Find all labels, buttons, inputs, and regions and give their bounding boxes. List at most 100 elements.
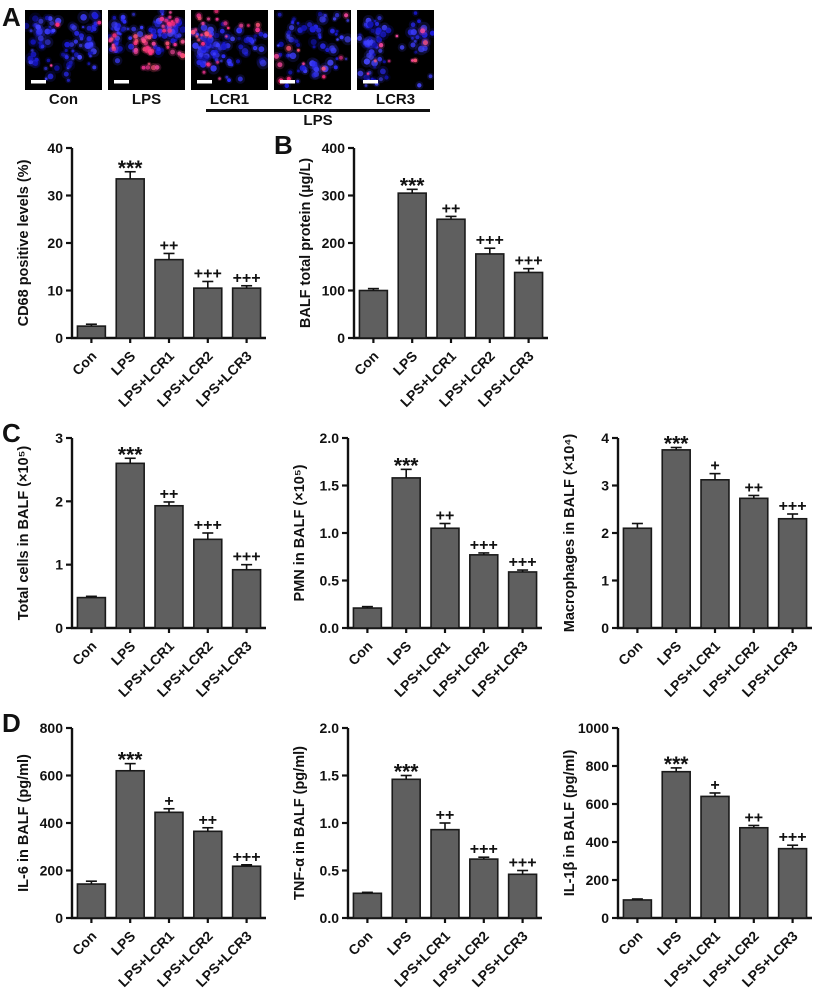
svg-text:0: 0 bbox=[55, 620, 63, 636]
svg-text:++: ++ bbox=[436, 508, 455, 525]
svg-text:0.0: 0.0 bbox=[320, 620, 340, 636]
svg-text:1: 1 bbox=[601, 573, 609, 589]
svg-text:LPS: LPS bbox=[654, 638, 685, 669]
svg-text:Con: Con bbox=[69, 348, 100, 379]
svg-text:+++: +++ bbox=[233, 270, 261, 287]
svg-text:400: 400 bbox=[322, 140, 346, 156]
svg-text:3: 3 bbox=[55, 430, 63, 446]
svg-text:800: 800 bbox=[40, 720, 64, 736]
micrograph-lcr3 bbox=[357, 10, 434, 90]
svg-text:1: 1 bbox=[55, 557, 63, 573]
svg-text:LPS: LPS bbox=[108, 638, 139, 669]
svg-text:IL-6 in BALF (pg/ml): IL-6 in BALF (pg/ml) bbox=[16, 754, 32, 892]
svg-text:1.5: 1.5 bbox=[320, 768, 340, 784]
svg-text:1.0: 1.0 bbox=[320, 815, 340, 831]
svg-text:Con: Con bbox=[69, 638, 100, 669]
svg-text:+: + bbox=[164, 793, 173, 810]
micrograph-row bbox=[25, 10, 434, 90]
svg-text:Con: Con bbox=[69, 928, 100, 959]
svg-text:1000: 1000 bbox=[578, 720, 609, 736]
svg-text:0: 0 bbox=[55, 330, 63, 346]
svg-text:Macrophages in BALF (×10⁴): Macrophages in BALF (×10⁴) bbox=[562, 434, 578, 633]
svg-text:100: 100 bbox=[322, 283, 346, 299]
svg-text:200: 200 bbox=[40, 863, 64, 879]
svg-text:PMN in BALF (×10⁵): PMN in BALF (×10⁵) bbox=[292, 464, 308, 601]
svg-text:+++: +++ bbox=[470, 537, 498, 554]
chart-pmn-balf: 0.0 0.5 1.0 1.5 2.0 PMN in BALF (×10⁵) Con *** L… bbox=[292, 430, 542, 700]
svg-text:+++: +++ bbox=[194, 517, 222, 534]
svg-text:++: ++ bbox=[160, 486, 179, 503]
svg-text:LPS: LPS bbox=[108, 348, 139, 379]
chart-total-cells-balf: 0 1 2 3 Total cells in BALF (×10⁵) Con *** LPS +… bbox=[16, 430, 266, 700]
svg-text:IL-1β in BALF (pg/ml): IL-1β in BALF (pg/ml) bbox=[562, 750, 578, 897]
svg-text:***: *** bbox=[400, 174, 425, 197]
svg-text:+++: +++ bbox=[233, 849, 261, 866]
chart-cd68-positive-levels: 0 10 20 30 40 CD68 positive levels (%) Con *** L… bbox=[16, 140, 266, 410]
svg-text:10: 10 bbox=[47, 283, 63, 299]
micrograph-lps bbox=[108, 10, 185, 90]
svg-text:0: 0 bbox=[55, 910, 63, 926]
svg-text:LPS: LPS bbox=[384, 638, 415, 669]
svg-text:4: 4 bbox=[601, 430, 609, 446]
svg-text:++: ++ bbox=[744, 809, 763, 826]
svg-text:600: 600 bbox=[586, 796, 610, 812]
svg-text:Con: Con bbox=[345, 928, 376, 959]
svg-text:0.5: 0.5 bbox=[320, 573, 340, 589]
svg-text:LPS: LPS bbox=[390, 348, 421, 379]
svg-text:Con: Con bbox=[615, 638, 646, 669]
svg-text:+++: +++ bbox=[779, 829, 807, 846]
svg-text:++: ++ bbox=[198, 812, 217, 829]
svg-text:20: 20 bbox=[47, 235, 63, 251]
svg-text:***: *** bbox=[118, 749, 143, 772]
svg-text:++: ++ bbox=[442, 200, 461, 217]
svg-text:2.0: 2.0 bbox=[320, 720, 340, 736]
svg-text:+++: +++ bbox=[509, 554, 537, 571]
micrograph-label-lps: LPS bbox=[131, 91, 162, 108]
chart-macrophages-balf: 0 1 2 3 4 Macrophages in BALF (×10⁴) Con *** LPS… bbox=[562, 430, 812, 700]
panel-label-a: A bbox=[2, 2, 21, 32]
svg-text:800: 800 bbox=[586, 758, 610, 774]
svg-text:400: 400 bbox=[586, 834, 610, 850]
svg-text:Con: Con bbox=[345, 638, 376, 669]
chart-il6-balf: 0 200 400 600 800 IL-6 in BALF (pg/ml) Con *** L… bbox=[16, 720, 266, 990]
svg-text:++: ++ bbox=[436, 807, 455, 824]
svg-text:200: 200 bbox=[586, 872, 610, 888]
chart-tnf-alpha-balf: 0.0 0.5 1.0 1.5 2.0 TNF-α in BALF (pg/ml) Con *… bbox=[292, 720, 542, 990]
svg-text:Con: Con bbox=[615, 928, 646, 959]
panel-label-d: D bbox=[2, 708, 21, 738]
lps-group-label: LPS bbox=[303, 112, 333, 129]
svg-text:40: 40 bbox=[47, 140, 63, 156]
svg-text:600: 600 bbox=[40, 768, 64, 784]
svg-text:***: *** bbox=[664, 433, 689, 456]
svg-text:++: ++ bbox=[744, 479, 763, 496]
svg-text:300: 300 bbox=[322, 188, 346, 204]
svg-text:+++: +++ bbox=[509, 855, 537, 872]
micrograph-lcr2 bbox=[274, 10, 351, 90]
svg-text:0: 0 bbox=[601, 910, 609, 926]
svg-text:***: *** bbox=[394, 454, 419, 477]
svg-text:***: *** bbox=[118, 157, 143, 180]
svg-text:+++: +++ bbox=[233, 549, 261, 566]
svg-text:***: *** bbox=[118, 443, 143, 466]
svg-text:1.0: 1.0 bbox=[320, 525, 340, 541]
svg-text:LPS: LPS bbox=[108, 928, 139, 959]
svg-text:3: 3 bbox=[601, 478, 609, 494]
micrograph-label-lcr3: LCR3 bbox=[375, 91, 416, 108]
lps-group-underline bbox=[206, 109, 430, 112]
micrograph-label-lcr1: LCR1 bbox=[209, 91, 250, 108]
svg-text:LPS: LPS bbox=[384, 928, 415, 959]
svg-text:Total cells in BALF (×10⁵): Total cells in BALF (×10⁵) bbox=[16, 446, 32, 621]
svg-text:+++: +++ bbox=[470, 841, 498, 858]
svg-text:+++: +++ bbox=[779, 498, 807, 515]
svg-text:+: + bbox=[710, 777, 719, 794]
micrograph-lcr1 bbox=[191, 10, 268, 90]
svg-text:1.5: 1.5 bbox=[320, 478, 340, 494]
panel-label-c: C bbox=[2, 418, 21, 448]
svg-text:+++: +++ bbox=[476, 232, 504, 249]
micrograph-label-con: Con bbox=[48, 91, 79, 108]
micrograph-label-lcr2: LCR2 bbox=[292, 91, 333, 108]
svg-text:0.5: 0.5 bbox=[320, 863, 340, 879]
svg-text:2: 2 bbox=[601, 525, 609, 541]
